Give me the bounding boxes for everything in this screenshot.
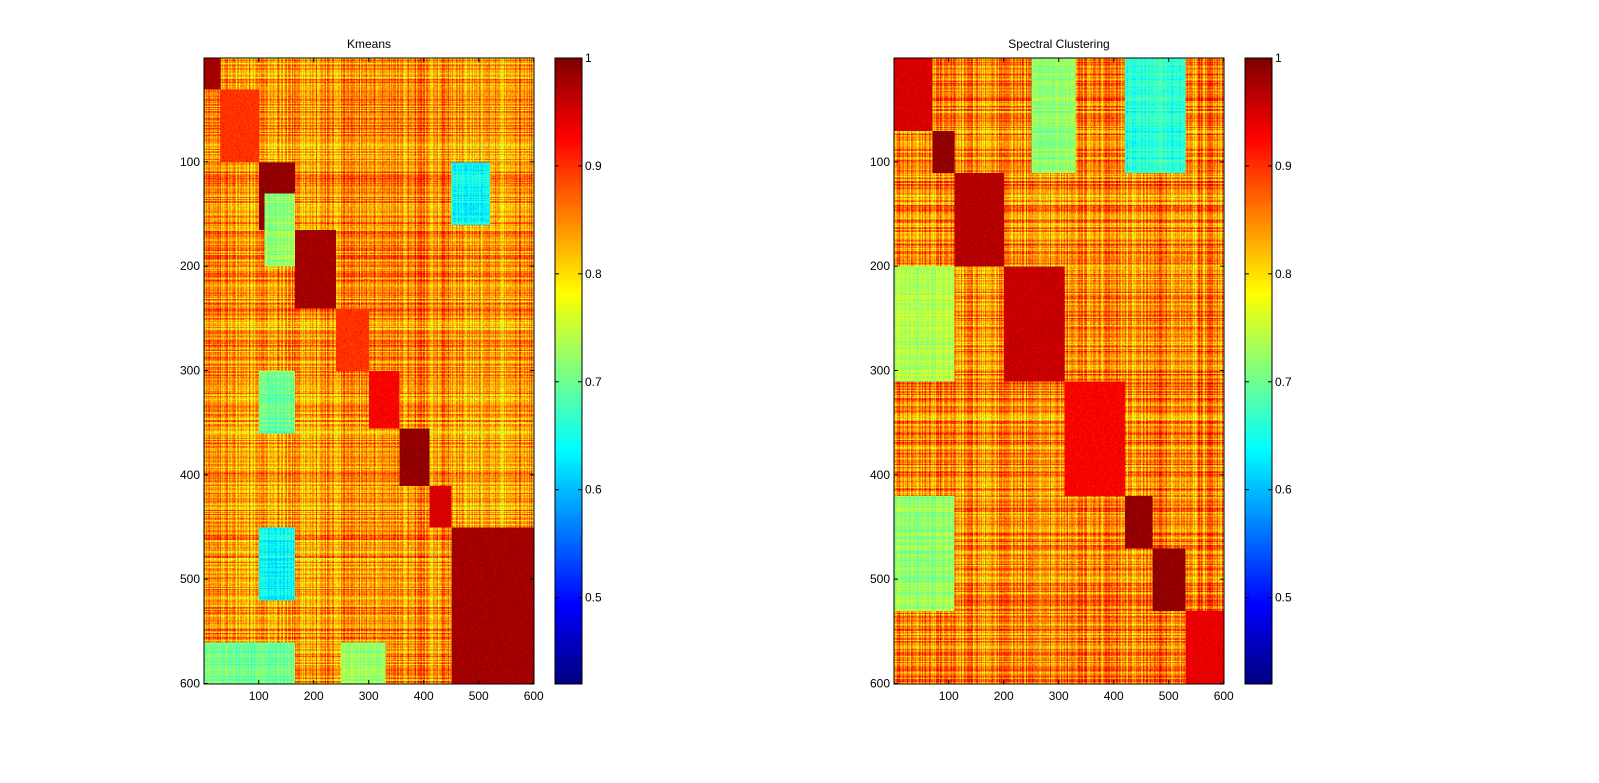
spectral-colorbar-tick-label: 0.7 <box>1275 375 1292 389</box>
spectral-y-tick-label: 300 <box>870 363 890 377</box>
kmeans-x-tick-label: 600 <box>524 689 544 703</box>
spectral-colorbar-frame <box>1244 57 1273 685</box>
kmeans-colorbar <box>555 58 582 684</box>
spectral-colorbar-tick-label: 0.9 <box>1275 159 1292 173</box>
spectral-x-tick-label: 500 <box>1159 689 1179 703</box>
spectral-y-tick-label: 200 <box>870 259 890 273</box>
spectral-x-tick-label: 400 <box>1104 689 1124 703</box>
kmeans-x-tick-label: 500 <box>469 689 489 703</box>
kmeans-x-tick-label: 300 <box>359 689 379 703</box>
spectral-y-tick-label: 600 <box>870 676 890 690</box>
spectral-title: Spectral Clustering <box>1008 37 1109 51</box>
spectral-y-tick-label: 100 <box>870 155 890 169</box>
spectral-colorbar-tick-label: 0.6 <box>1275 483 1292 497</box>
kmeans-heatmap <box>204 58 534 684</box>
spectral-x-tick-label: 300 <box>1049 689 1069 703</box>
kmeans-y-tick-label: 600 <box>180 676 200 690</box>
kmeans-colorbar-tick-label: 1 <box>585 51 592 65</box>
kmeans-y-tick-label: 500 <box>180 572 200 586</box>
kmeans-y-tick-label: 400 <box>180 468 200 482</box>
spectral-heatmap <box>894 58 1224 684</box>
kmeans-x-tick-label: 100 <box>249 689 269 703</box>
kmeans-x-tick-label: 200 <box>304 689 324 703</box>
spectral-y-tick-label: 400 <box>870 468 890 482</box>
kmeans-title: Kmeans <box>347 37 391 51</box>
spectral-colorbar-tick-label: 1 <box>1275 51 1282 65</box>
spectral-chart: Spectral Clustering 100 200 300 400 500 600 100… <box>870 37 1292 703</box>
spectral-colorbar-tick-label: 0.5 <box>1275 591 1292 605</box>
kmeans-colorbar-tick-label: 0.9 <box>585 159 602 173</box>
spectral-x-tick-label: 100 <box>939 689 959 703</box>
kmeans-colorbar-tick-label: 0.8 <box>585 267 602 281</box>
spectral-colorbar-tick-label: 0.8 <box>1275 267 1292 281</box>
spectral-y-tick-label: 500 <box>870 572 890 586</box>
spectral-x-tick-label: 600 <box>1214 689 1234 703</box>
kmeans-x-tick-label: 400 <box>414 689 434 703</box>
kmeans-colorbar-tick-label: 0.7 <box>585 375 602 389</box>
kmeans-chart: Kmeans 100 200 300 400 500 600 100 200 300 400 500 6… <box>180 37 602 703</box>
kmeans-y-tick-label: 300 <box>180 363 200 377</box>
kmeans-colorbar-tick-label: 0.5 <box>585 591 602 605</box>
kmeans-y-tick-label: 200 <box>180 259 200 273</box>
kmeans-y-tick-label: 100 <box>180 155 200 169</box>
kmeans-colorbar-frame <box>554 57 583 685</box>
kmeans-colorbar-tick-label: 0.6 <box>585 483 602 497</box>
spectral-x-tick-label: 200 <box>994 689 1014 703</box>
spectral-colorbar <box>1245 58 1272 684</box>
